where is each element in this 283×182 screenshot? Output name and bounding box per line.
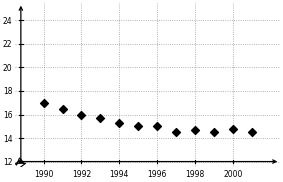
Point: [98, 117, 103, 120]
Point: [174, 131, 178, 134]
Point: [117, 121, 122, 124]
Point: [155, 125, 159, 128]
Point: [250, 131, 254, 134]
Point: [231, 127, 235, 130]
Point: [212, 131, 216, 134]
Point: [79, 113, 84, 116]
Point: [136, 125, 140, 128]
Point: [193, 128, 197, 131]
Point: [60, 107, 65, 110]
Point: [41, 101, 46, 104]
